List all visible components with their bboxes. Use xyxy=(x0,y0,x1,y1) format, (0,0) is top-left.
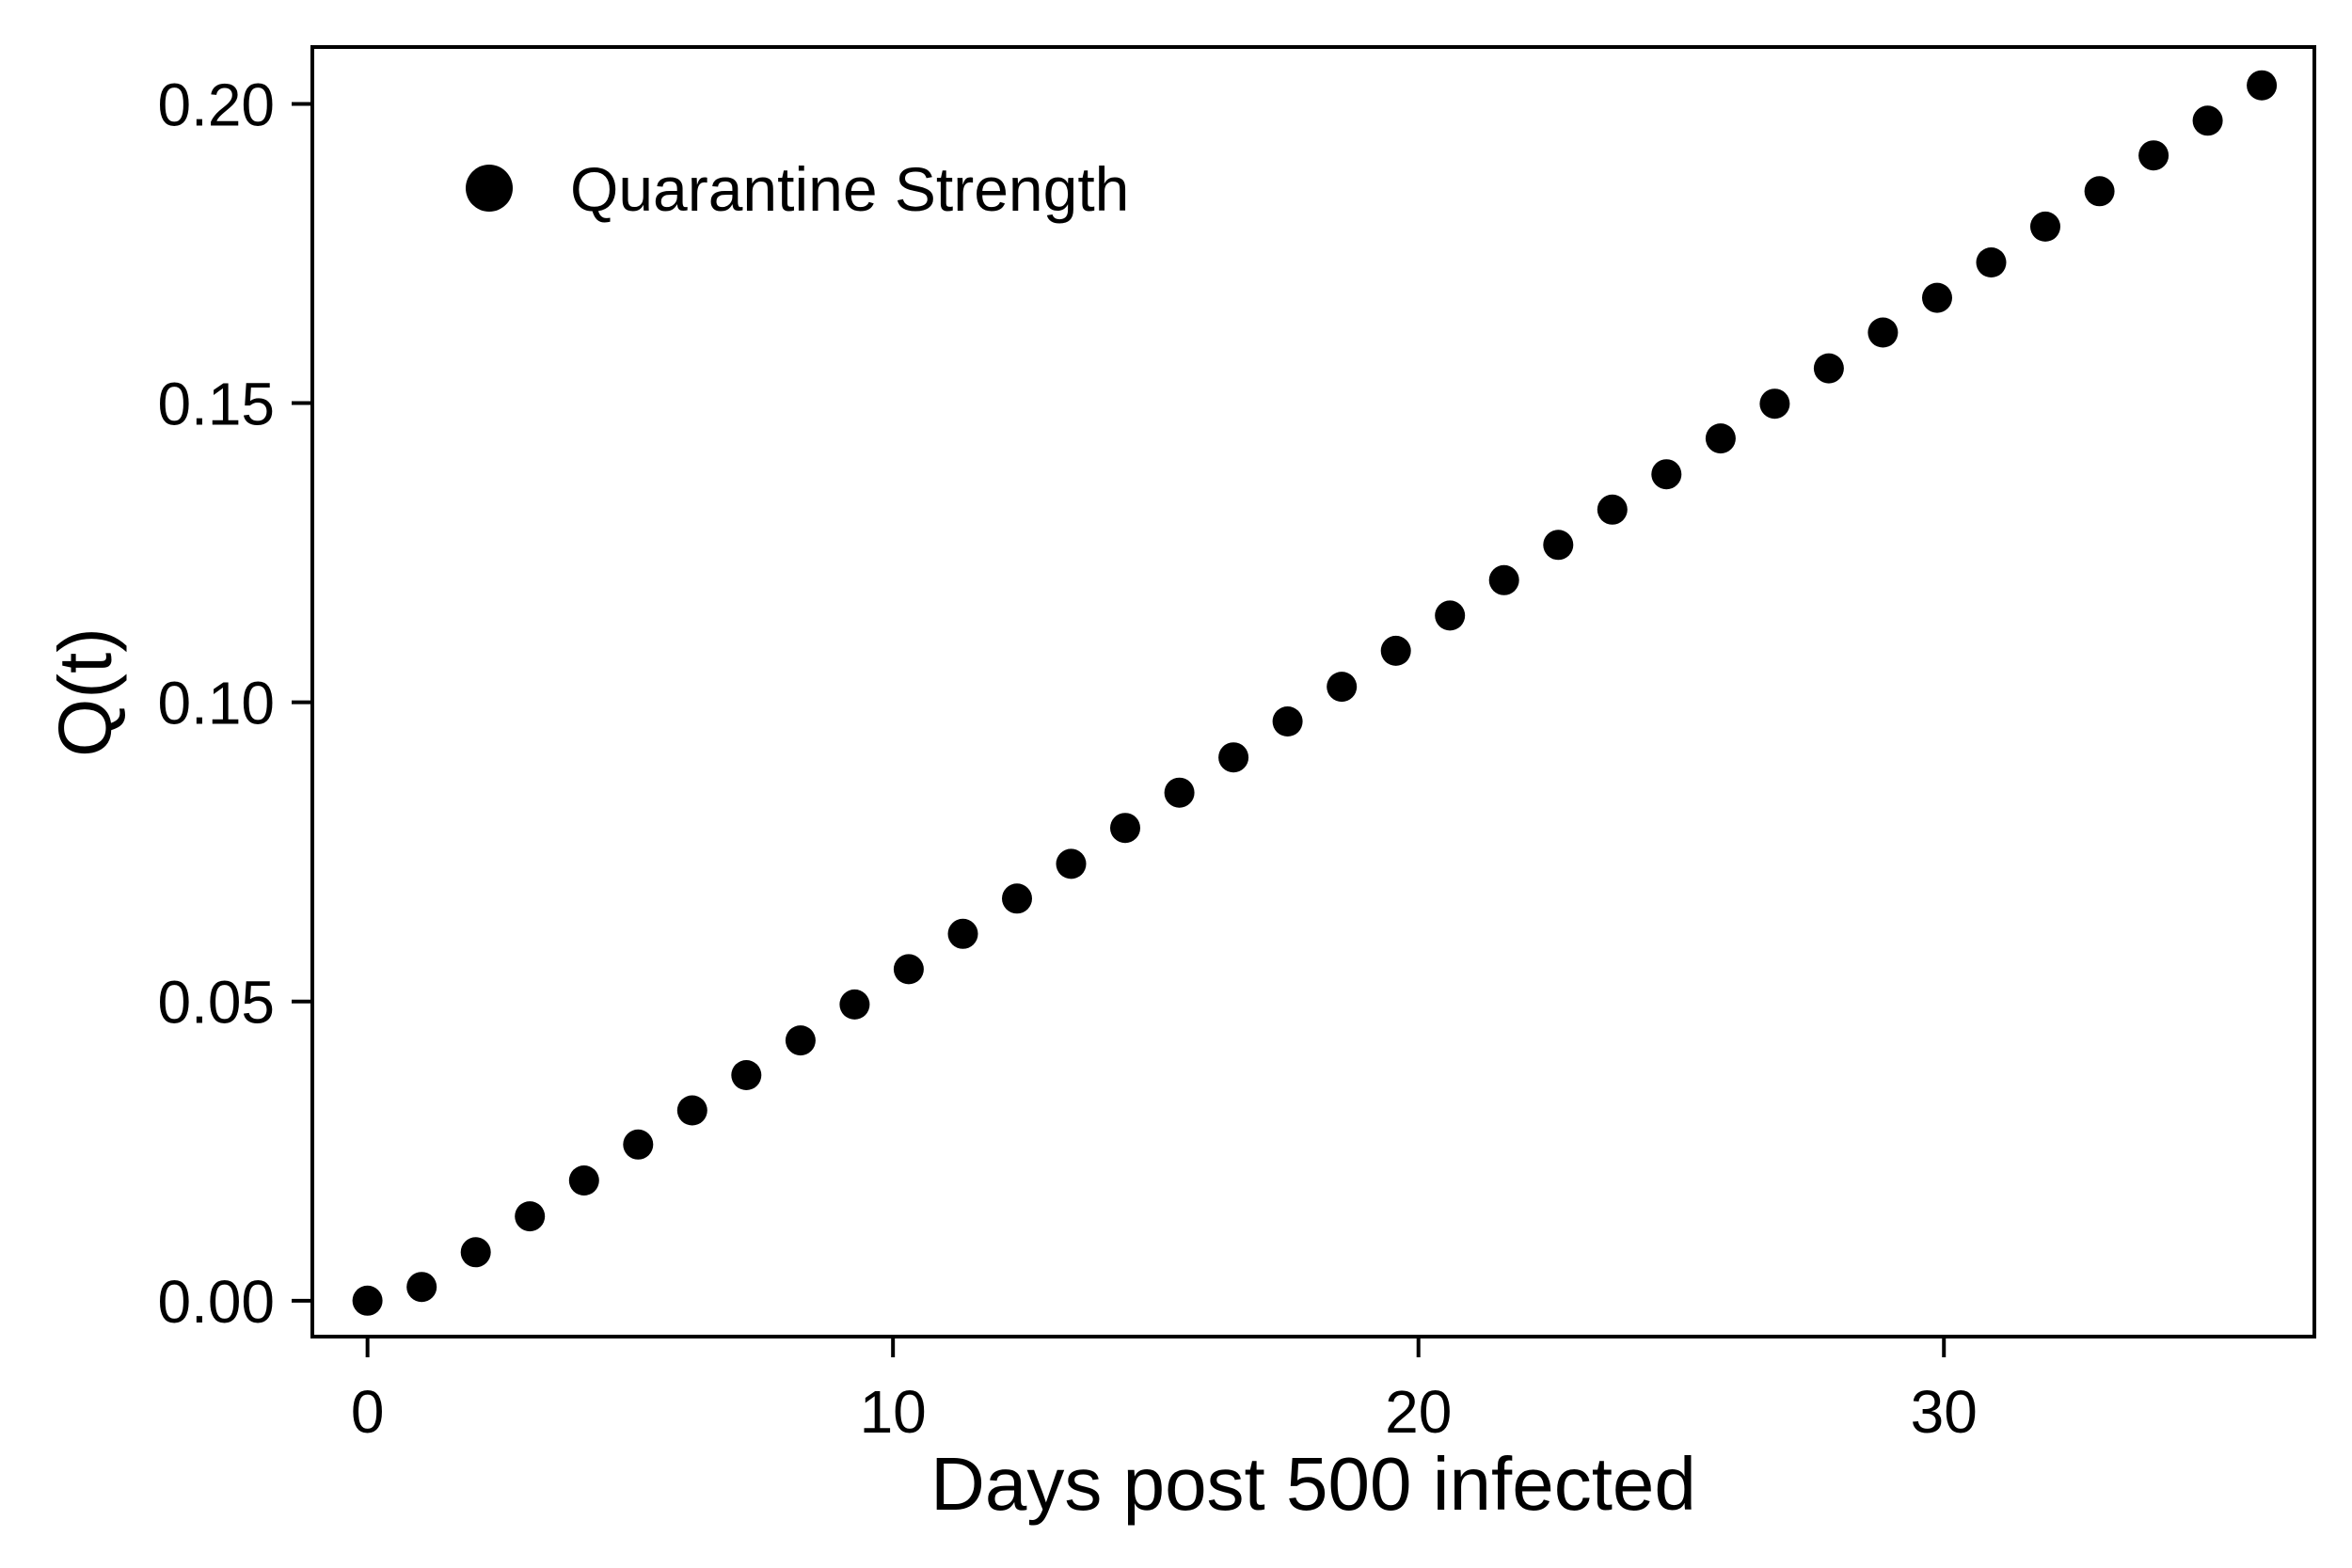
data-point xyxy=(1435,600,1466,631)
legend-label: Quarantine Strength xyxy=(570,154,1129,224)
x-tick-label: 20 xyxy=(1385,1378,1452,1446)
y-tick-label: 0.20 xyxy=(157,71,275,138)
data-point xyxy=(2084,176,2115,207)
y-tick-label: 0.00 xyxy=(157,1268,275,1336)
data-point xyxy=(893,954,924,985)
y-tick-label: 0.05 xyxy=(157,969,275,1037)
data-point xyxy=(1813,353,1844,384)
data-point xyxy=(1922,282,1952,313)
data-point xyxy=(515,1201,546,1232)
y-tick-label: 0.15 xyxy=(157,371,275,438)
data-point xyxy=(2192,105,2223,136)
x-axis-ticks: 0 10 20 30 xyxy=(351,1337,1978,1446)
data-point xyxy=(1327,672,1358,703)
data-points xyxy=(352,70,2278,1316)
data-point xyxy=(785,1025,816,1056)
data-point xyxy=(1002,883,1032,914)
data-point xyxy=(1867,317,1899,348)
data-point xyxy=(1056,848,1087,879)
data-point xyxy=(1218,742,1249,773)
data-point xyxy=(2247,70,2278,101)
data-point xyxy=(1976,247,2007,277)
data-point xyxy=(352,1285,383,1316)
data-point xyxy=(839,989,870,1020)
data-point xyxy=(1651,459,1682,490)
data-point xyxy=(406,1272,437,1303)
data-point xyxy=(947,918,978,949)
data-point xyxy=(731,1060,762,1090)
data-point xyxy=(1543,530,1574,561)
x-tick-label: 30 xyxy=(1911,1378,1978,1446)
data-point xyxy=(568,1165,599,1196)
data-point xyxy=(1488,564,1519,595)
x-axis-title: Days post 500 infected xyxy=(930,1442,1696,1526)
x-tick-label: 0 xyxy=(351,1378,385,1446)
data-point xyxy=(1164,777,1195,808)
plot-frame xyxy=(310,45,2316,1338)
x-tick-label: 10 xyxy=(860,1378,927,1446)
data-point xyxy=(460,1237,491,1268)
data-point xyxy=(1597,494,1628,525)
data-point xyxy=(623,1129,654,1160)
data-point xyxy=(1380,635,1411,666)
data-point xyxy=(676,1095,707,1126)
data-point xyxy=(1272,706,1303,736)
y-tick-label: 0.10 xyxy=(157,670,275,737)
data-point xyxy=(2138,140,2169,171)
y-axis-ticks: 0.00 0.05 0.10 0.15 0.20 xyxy=(157,71,312,1336)
legend: Quarantine Strength xyxy=(466,154,1129,224)
y-axis-title: Q(t) xyxy=(43,627,127,757)
data-point xyxy=(1705,423,1736,454)
legend-marker xyxy=(466,165,513,212)
data-point xyxy=(1110,813,1140,844)
data-point xyxy=(1759,388,1790,420)
data-point xyxy=(2030,211,2060,242)
